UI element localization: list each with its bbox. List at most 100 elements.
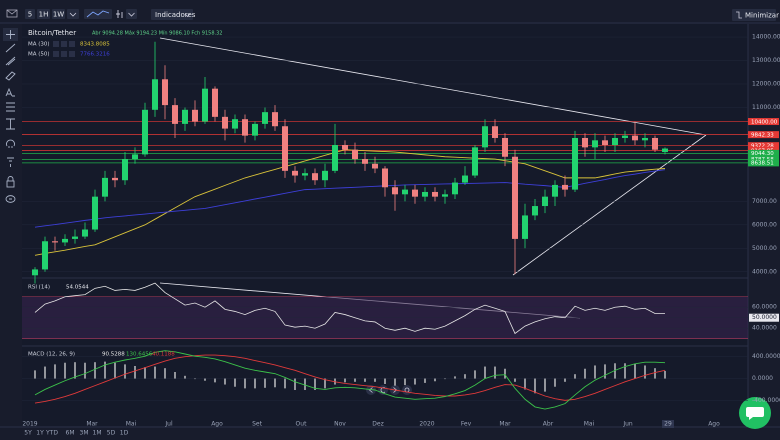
- x-tick-label: Ago: [211, 421, 223, 428]
- pattern-tool[interactable]: [6, 102, 15, 112]
- histogram-bar: [174, 372, 176, 379]
- histogram-bar: [504, 368, 506, 379]
- candle-body: [552, 184, 558, 197]
- candle-body: [602, 140, 608, 146]
- dropdown-button[interactable]: [126, 9, 137, 19]
- mail-icon[interactable]: [6, 9, 18, 18]
- macd-line: [34, 350, 666, 410]
- histogram-bar: [624, 363, 626, 379]
- chevron: [184, 13, 191, 18]
- crosshair-tool[interactable]: [6, 30, 15, 39]
- candle-icon[interactable]: [116, 10, 123, 18]
- range-button[interactable]: YTD: [45, 430, 58, 437]
- interval-label: 1H: [39, 11, 49, 19]
- y-tick-label: 6000.00: [752, 221, 777, 228]
- range-button[interactable]: 5D: [107, 430, 116, 437]
- histogram-bar: [44, 366, 46, 379]
- interval-button[interactable]: [25, 9, 35, 19]
- price-marker: [748, 118, 779, 126]
- range-button[interactable]: 1Y: [36, 430, 44, 437]
- histogram-bar: [384, 378, 386, 384]
- lock-tool[interactable]: [6, 180, 15, 188]
- overlay-button[interactable]: [69, 41, 75, 47]
- histogram-bar: [224, 378, 226, 385]
- x-tick-label: Ago: [708, 421, 720, 428]
- drawing-toolbar: [3, 28, 18, 203]
- candle-body: [282, 126, 288, 171]
- y-tick-label: 12000.00: [752, 80, 780, 87]
- candle-body: [292, 170, 298, 176]
- candle-body: [442, 194, 448, 197]
- y-tick-label: 60.0000: [752, 304, 777, 311]
- candle-body: [572, 137, 578, 190]
- range-button[interactable]: 1M: [93, 430, 102, 437]
- candle-body: [152, 79, 158, 110]
- histogram-bar: [654, 368, 656, 379]
- magnet-tool[interactable]: [6, 139, 15, 148]
- chart-style-button[interactable]: [84, 9, 112, 19]
- overlay-button[interactable]: [61, 51, 67, 57]
- candle-body: [402, 189, 408, 195]
- x-tick-label: Abr: [543, 421, 554, 428]
- histogram-bar: [304, 378, 306, 390]
- interval-button[interactable]: [37, 9, 50, 19]
- candle-body: [502, 137, 508, 157]
- y-tick-label: 5000.00: [752, 245, 777, 252]
- range-button[interactable]: 5Y: [24, 430, 32, 437]
- minimize-button[interactable]: [732, 9, 776, 21]
- candle-body: [562, 184, 568, 190]
- indicators-button[interactable]: [151, 9, 193, 20]
- candle-body: [202, 88, 208, 122]
- interval-button[interactable]: [52, 9, 65, 19]
- histogram-bar: [84, 362, 86, 379]
- histogram-bar: [134, 366, 136, 379]
- histogram-bar: [284, 378, 286, 389]
- histogram-bar: [394, 378, 396, 386]
- price-marker-label: 8638.51: [751, 161, 774, 167]
- histogram-bar: [514, 378, 516, 382]
- candle-body: [162, 79, 168, 106]
- range-button[interactable]: 3M: [80, 430, 89, 437]
- candle-body: [632, 135, 638, 141]
- price-marker: [748, 159, 779, 167]
- dropdown-button[interactable]: [67, 9, 79, 19]
- channel-tool[interactable]: [5, 56, 16, 66]
- brush-tool[interactable]: [5, 71, 16, 81]
- indicator-value: 54.0544: [66, 285, 89, 291]
- visibility-tool[interactable]: [5, 195, 16, 203]
- indicator-value: -40.1188: [150, 352, 175, 358]
- overlay-button[interactable]: [69, 51, 75, 57]
- candle-body: [192, 109, 198, 122]
- histogram-bar: [294, 378, 296, 390]
- candle-body: [652, 137, 658, 150]
- candle-body: [512, 156, 518, 239]
- fib-tool[interactable]: [6, 118, 15, 130]
- price-marker-label: 10400.00: [751, 119, 778, 125]
- interval-label: 5: [28, 11, 32, 19]
- range-button[interactable]: 1D: [120, 430, 129, 437]
- text-tool[interactable]: [5, 87, 15, 97]
- candle-body: [132, 154, 138, 160]
- price-marker: [748, 142, 779, 150]
- histogram-bar: [454, 376, 456, 379]
- overlay-button[interactable]: [53, 41, 59, 47]
- candle-body: [342, 145, 348, 150]
- indicator-value: 90.5288: [102, 352, 125, 358]
- candle-body: [492, 126, 498, 138]
- overlay-button[interactable]: [61, 41, 67, 47]
- histogram-bar: [244, 378, 246, 389]
- range-button[interactable]: 6M: [66, 430, 75, 437]
- histogram-bar: [594, 365, 596, 379]
- overlay-value: 8343.8085: [80, 42, 110, 48]
- measure-tool[interactable]: [7, 157, 14, 167]
- y-tick-label: 50.0000: [752, 314, 777, 321]
- candle-body: [592, 140, 598, 148]
- histogram-bar: [164, 368, 166, 379]
- candle-body: [52, 241, 58, 243]
- replay-settings[interactable]: [402, 385, 412, 395]
- ohlc-legend: Abr 9094.28 Máx 9194.23 Mín 9086.10 Fch …: [92, 30, 222, 37]
- overlay-button[interactable]: [53, 51, 59, 57]
- y-tick-label: 11000.00: [752, 104, 780, 111]
- trendline-tool[interactable]: [5, 43, 16, 53]
